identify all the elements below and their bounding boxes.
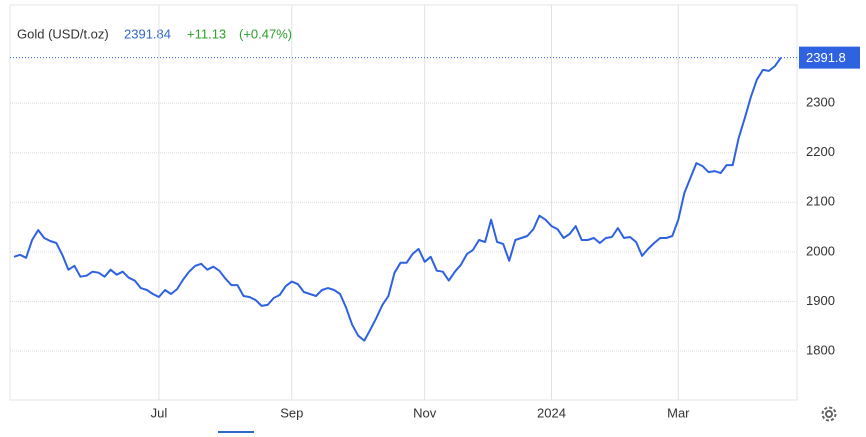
last-value-label: 2391.8 (806, 50, 846, 65)
x-tick-label: Sep (280, 405, 303, 420)
last-value-badge (799, 46, 860, 69)
scroll-indicator[interactable] (218, 431, 254, 433)
x-tick-label: Jul (151, 405, 168, 420)
y-tick-label: 2300 (806, 95, 835, 110)
y-tick-label: 2200 (806, 144, 835, 159)
x-tick-label: 2024 (537, 405, 566, 420)
y-tick-label: 2100 (806, 194, 835, 209)
price: 2391.84 (124, 26, 171, 41)
y-tick-label: 1900 (806, 293, 835, 308)
change-pct: (+0.47%) (239, 26, 292, 41)
y-tick-label: 2000 (806, 243, 835, 258)
change: +11.13 (187, 26, 226, 41)
x-tick-label: Mar (667, 405, 690, 420)
x-tick-label: Nov (413, 405, 437, 420)
price-line (13, 57, 782, 342)
y-tick-label: 1800 (806, 342, 835, 357)
settings-icon[interactable] (821, 406, 837, 422)
instrument-title: Gold (USD/t.oz) (17, 26, 109, 41)
